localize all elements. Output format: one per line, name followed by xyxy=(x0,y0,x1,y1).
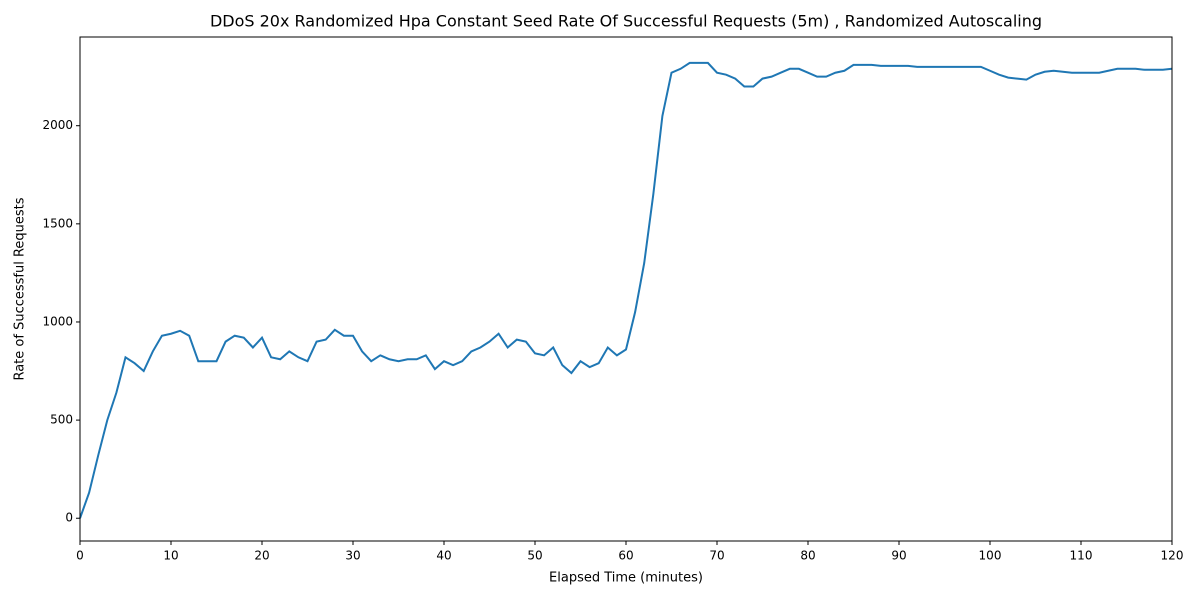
y-tick-label: 1000 xyxy=(42,314,73,328)
y-axis-label: Rate of Successful Requests xyxy=(13,197,28,380)
chart-title: DDoS 20x Randomized Hpa Constant Seed Ra… xyxy=(210,12,1042,31)
x-tick-label: 120 xyxy=(1161,549,1184,563)
x-tick-label: 50 xyxy=(527,549,542,563)
y-tick-label: 0 xyxy=(65,511,73,525)
x-tick-label: 90 xyxy=(891,549,906,563)
data-line xyxy=(79,61,1173,519)
x-tick-label: 110 xyxy=(1070,549,1093,563)
x-tick-label: 100 xyxy=(979,549,1002,563)
x-tick-label: 10 xyxy=(163,549,178,563)
x-tick-label: 0 xyxy=(76,549,84,563)
y-tick-label: 500 xyxy=(50,413,73,427)
x-tick-label: 20 xyxy=(254,549,269,563)
x-tick-label: 40 xyxy=(436,549,451,563)
x-tick-label: 80 xyxy=(800,549,815,563)
x-tick-label: 30 xyxy=(345,549,360,563)
y-tick-label: 2000 xyxy=(42,118,73,132)
x-tick-label: 60 xyxy=(618,549,633,563)
x-axis-label: Elapsed Time (minutes) xyxy=(549,571,703,586)
y-tick-label: 1500 xyxy=(42,216,73,230)
plot-frame xyxy=(79,36,1173,542)
x-tick-label: 70 xyxy=(709,549,724,563)
